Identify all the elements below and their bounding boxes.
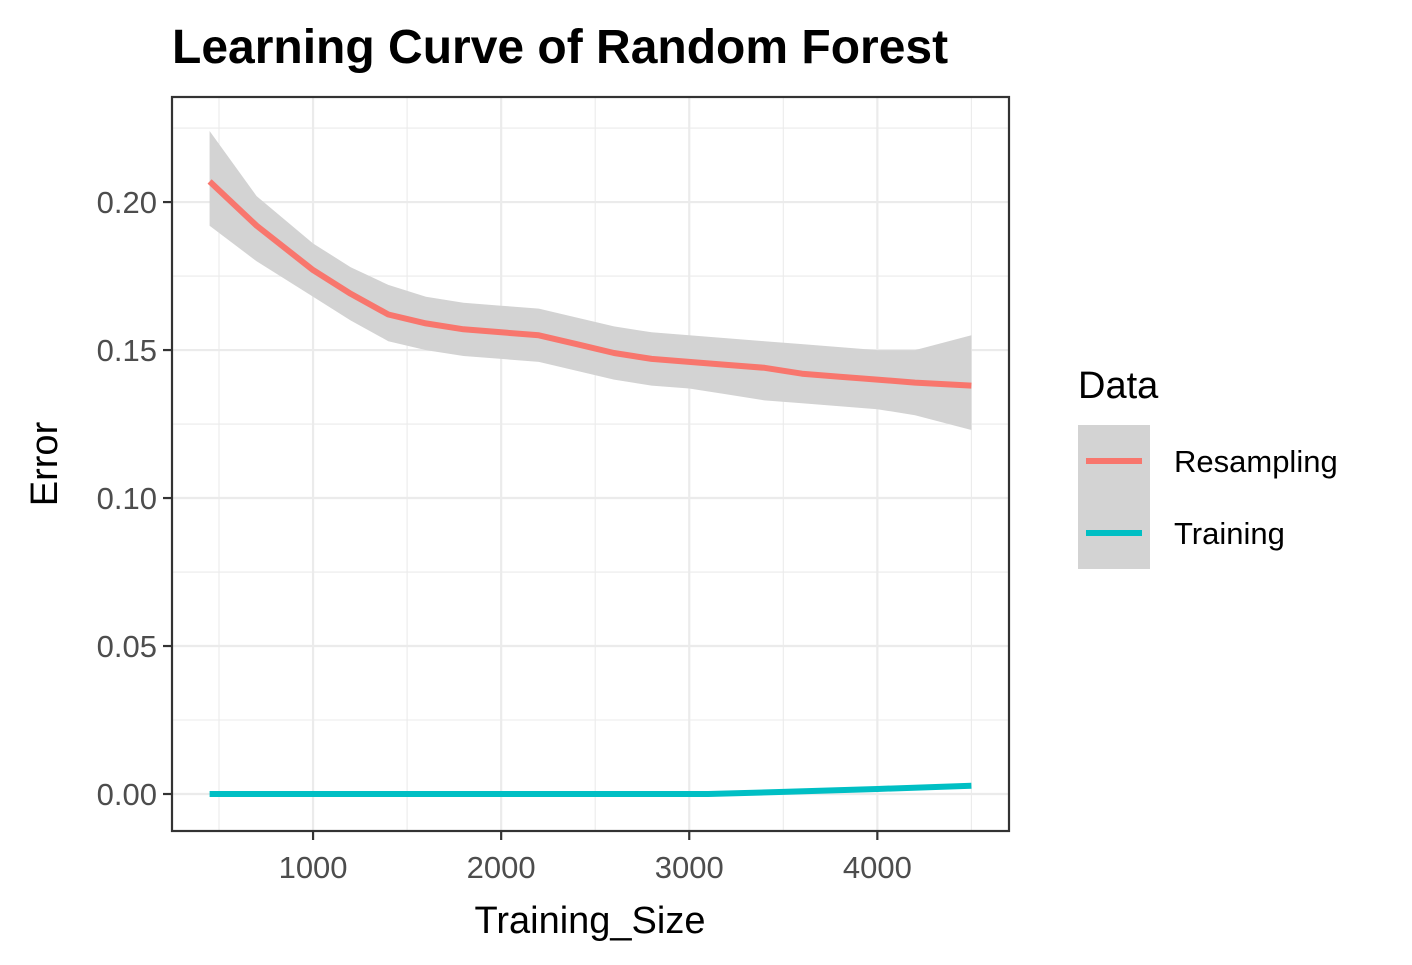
chart-title: Learning Curve of Random Forest [172, 21, 948, 74]
x-tick-label: 3000 [655, 850, 724, 885]
y-axis: 0.00 0.05 0.10 0.15 0.20 [97, 185, 172, 812]
y-axis-title: Error [24, 421, 66, 506]
x-tick-label: 4000 [843, 850, 912, 885]
legend-label-training: Training [1174, 516, 1285, 551]
y-tick-label: 0.00 [97, 777, 157, 812]
x-tick-label: 1000 [279, 850, 348, 885]
legend-items: Resampling Training [1078, 425, 1338, 569]
panel-background [172, 97, 1009, 831]
ribbon-resampling [209, 131, 972, 430]
y-tick-label: 0.20 [97, 185, 157, 220]
legend-title: Data [1078, 365, 1159, 407]
y-tick-label: 0.05 [97, 629, 157, 664]
series-lines [207, 179, 972, 797]
minor-gridlines [172, 97, 1009, 831]
x-axis-title: Training_Size [475, 900, 706, 942]
series-line-training [209, 782, 972, 797]
x-tick-label: 2000 [467, 850, 536, 885]
y-tick-label: 0.15 [97, 333, 157, 368]
confidence-ribbons [209, 131, 972, 430]
panel-border [170, 95, 1011, 833]
x-axis: 1000 2000 3000 4000 [279, 831, 912, 885]
plot-panel [170, 95, 1011, 833]
series-line-resampling [207, 179, 972, 389]
legend-label-resampling: Resampling [1174, 444, 1338, 479]
y-tick-label: 0.10 [97, 481, 157, 516]
legend: Data Resampling Training [1078, 365, 1338, 569]
